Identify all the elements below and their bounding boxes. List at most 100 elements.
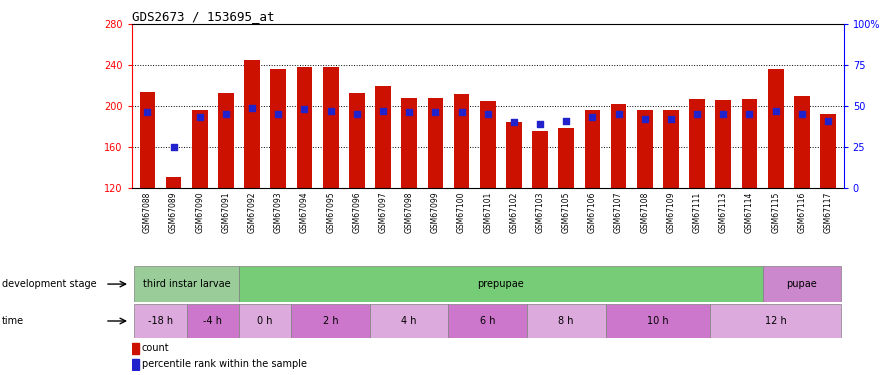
Point: [402, 110, 417, 116]
Point: [350, 111, 364, 117]
Text: GSM67103: GSM67103: [536, 192, 545, 233]
Bar: [663, 110, 679, 188]
Bar: [637, 110, 652, 188]
Bar: [527, 304, 605, 338]
Point: [795, 111, 809, 117]
Point: [506, 119, 521, 125]
Point: [586, 114, 600, 120]
Text: GSM67093: GSM67093: [274, 192, 283, 233]
Text: GSM67092: GSM67092: [247, 192, 256, 233]
Text: prepupae: prepupae: [477, 279, 524, 289]
Point: [690, 111, 704, 117]
Bar: [370, 304, 449, 338]
Text: -18 h: -18 h: [148, 316, 173, 326]
Bar: [558, 128, 574, 188]
Bar: [239, 266, 763, 302]
Text: GSM67088: GSM67088: [143, 192, 152, 233]
Text: GSM67116: GSM67116: [797, 192, 806, 233]
Bar: [611, 104, 627, 188]
Bar: [821, 114, 836, 188]
Text: development stage: development stage: [2, 279, 96, 289]
Text: 4 h: 4 h: [401, 316, 417, 326]
Point: [742, 111, 756, 117]
Text: time: time: [2, 316, 24, 326]
Bar: [218, 93, 234, 188]
Bar: [166, 177, 182, 188]
Point: [428, 110, 442, 116]
Bar: [449, 304, 527, 338]
Point: [664, 116, 678, 122]
Point: [324, 108, 338, 114]
Bar: [532, 131, 548, 188]
Point: [533, 121, 547, 127]
Bar: [401, 98, 417, 188]
Bar: [763, 266, 841, 302]
Text: 0 h: 0 h: [257, 316, 273, 326]
Point: [376, 108, 390, 114]
Bar: [323, 67, 338, 188]
Text: GSM67089: GSM67089: [169, 192, 178, 233]
Text: GDS2673 / 153695_at: GDS2673 / 153695_at: [132, 10, 274, 23]
Bar: [427, 98, 443, 188]
Bar: [296, 67, 312, 188]
Bar: [140, 92, 155, 188]
Text: percentile rank within the sample: percentile rank within the sample: [142, 359, 307, 369]
Text: GSM67096: GSM67096: [352, 192, 361, 233]
Bar: [134, 266, 239, 302]
Point: [166, 144, 181, 150]
Text: GSM67115: GSM67115: [771, 192, 781, 233]
Text: GSM67097: GSM67097: [378, 192, 387, 233]
Text: GSM67109: GSM67109: [667, 192, 676, 233]
Point: [821, 118, 835, 124]
Bar: [132, 358, 139, 370]
Text: GSM67106: GSM67106: [588, 192, 597, 233]
Text: 10 h: 10 h: [647, 316, 668, 326]
Text: GSM67114: GSM67114: [745, 192, 754, 233]
Point: [271, 111, 286, 117]
Point: [611, 111, 626, 117]
Point: [297, 106, 311, 112]
Point: [141, 110, 155, 116]
Bar: [716, 100, 732, 188]
Text: GSM67094: GSM67094: [300, 192, 309, 233]
Bar: [349, 93, 365, 188]
Text: pupae: pupae: [787, 279, 817, 289]
Bar: [741, 99, 757, 188]
Text: GSM67102: GSM67102: [509, 192, 518, 233]
Bar: [271, 69, 287, 188]
Bar: [192, 110, 207, 188]
Text: 2 h: 2 h: [323, 316, 338, 326]
Bar: [480, 101, 496, 188]
Point: [716, 111, 731, 117]
Bar: [689, 99, 705, 188]
Point: [245, 105, 259, 111]
Text: 12 h: 12 h: [765, 316, 787, 326]
Bar: [187, 304, 239, 338]
Text: GSM67101: GSM67101: [483, 192, 492, 233]
Text: GSM67098: GSM67098: [405, 192, 414, 233]
Text: GSM67095: GSM67095: [326, 192, 336, 233]
Bar: [768, 69, 783, 188]
Text: count: count: [142, 343, 169, 353]
Text: 8 h: 8 h: [559, 316, 574, 326]
Bar: [454, 94, 469, 188]
Bar: [794, 96, 810, 188]
Text: GSM67105: GSM67105: [562, 192, 570, 233]
Point: [192, 114, 206, 120]
Point: [481, 111, 495, 117]
Text: GSM67090: GSM67090: [195, 192, 205, 233]
Bar: [710, 304, 841, 338]
Bar: [244, 60, 260, 188]
Text: GSM67099: GSM67099: [431, 192, 440, 233]
Point: [455, 110, 469, 116]
Bar: [585, 110, 600, 188]
Text: GSM67113: GSM67113: [719, 192, 728, 233]
Text: GSM67108: GSM67108: [640, 192, 650, 233]
Text: third instar larvae: third instar larvae: [143, 279, 231, 289]
Bar: [132, 343, 139, 354]
Text: GSM67100: GSM67100: [457, 192, 466, 233]
Bar: [239, 304, 291, 338]
Bar: [605, 304, 710, 338]
Text: 6 h: 6 h: [480, 316, 496, 326]
Point: [219, 111, 233, 117]
